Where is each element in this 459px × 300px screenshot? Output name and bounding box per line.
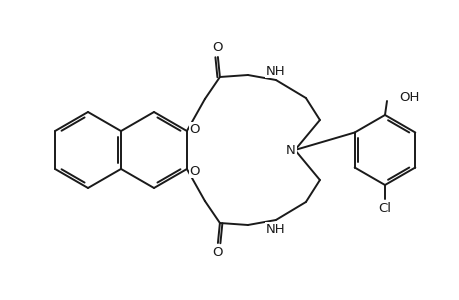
Text: OH: OH bbox=[398, 91, 419, 103]
Text: Cl: Cl bbox=[378, 202, 391, 214]
Text: O: O bbox=[212, 247, 223, 260]
Text: N: N bbox=[285, 143, 295, 157]
Text: NH: NH bbox=[265, 64, 285, 77]
Text: O: O bbox=[189, 164, 200, 178]
Text: NH: NH bbox=[265, 223, 285, 236]
Text: O: O bbox=[212, 40, 223, 53]
Text: O: O bbox=[189, 122, 200, 136]
